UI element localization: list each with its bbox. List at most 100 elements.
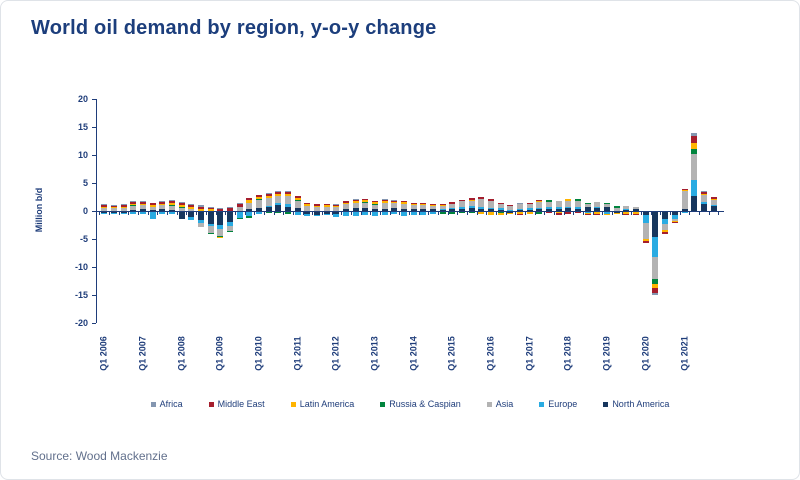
x-tick	[205, 212, 207, 215]
bar-segment	[227, 231, 233, 233]
bar-segment	[517, 213, 524, 215]
bar-segment	[314, 214, 321, 217]
bar-segment	[507, 212, 514, 213]
bar-segment	[662, 232, 669, 235]
x-tick	[408, 212, 410, 215]
legend-item-middle-east: Middle East	[208, 399, 265, 409]
y-tick	[92, 323, 96, 324]
bar-segment	[555, 212, 562, 214]
bar-segment	[584, 203, 591, 208]
bar-segment	[217, 236, 224, 238]
y-tick-label: 20	[77, 94, 88, 104]
bar-segment	[710, 205, 717, 206]
bar-segment	[710, 200, 717, 206]
bar-segment	[120, 212, 127, 214]
bar-segment	[594, 202, 601, 208]
x-tick	[486, 212, 488, 215]
bar-segment	[420, 209, 427, 211]
bar-segment	[178, 205, 185, 208]
bar-segment	[642, 212, 649, 215]
bar-segment	[246, 212, 253, 217]
bar-segment	[517, 203, 524, 204]
x-tick	[669, 212, 671, 215]
bar-segment	[159, 205, 166, 210]
bar-segment	[236, 206, 243, 211]
bar-segment	[207, 209, 214, 211]
bar-segment	[575, 212, 582, 214]
bar-segment	[565, 212, 572, 214]
bar-segment	[478, 197, 485, 200]
bar-segment	[584, 213, 591, 215]
x-tick	[370, 212, 372, 215]
bar-segment	[517, 203, 524, 209]
bar-segment	[236, 203, 243, 205]
bar-segment	[198, 222, 204, 228]
bar-segment	[604, 213, 611, 215]
bar-segment	[691, 153, 698, 180]
bar-segment	[410, 212, 417, 215]
bar-segment	[410, 202, 417, 204]
bar-segment	[565, 199, 572, 201]
bar-segment	[488, 207, 495, 210]
bar-segment	[652, 257, 659, 280]
bar-segment	[304, 214, 311, 216]
bar-segment	[691, 132, 698, 136]
bar-segment	[236, 204, 243, 207]
bar-segment	[275, 195, 282, 203]
bar-segment	[333, 214, 340, 218]
bar-segment	[662, 218, 669, 225]
legend-item-north-america: North America	[603, 399, 669, 409]
bar-segment	[149, 206, 156, 210]
bar-segment	[565, 200, 572, 207]
bar-segment	[652, 236, 659, 258]
bar-segment	[265, 193, 272, 194]
x-tick	[379, 212, 381, 215]
bar-segment	[555, 213, 562, 215]
x-axis-label: Q1 2020	[640, 336, 651, 371]
bar-segment	[584, 207, 591, 211]
bar-segment	[700, 195, 707, 203]
bar-segment	[401, 202, 408, 204]
bar-segment	[217, 212, 224, 225]
bar-segment	[275, 202, 282, 206]
bar-segment	[671, 212, 678, 216]
bar-segment	[285, 212, 292, 214]
bar-segment	[691, 143, 698, 150]
bar-segment	[130, 201, 137, 204]
bar-segment	[662, 229, 669, 233]
bar-segment	[459, 207, 466, 209]
bar-segment	[381, 199, 388, 202]
x-tick	[215, 212, 217, 215]
x-tick	[350, 212, 352, 215]
x-axis-label: Q1 2018	[562, 336, 573, 371]
x-tick	[138, 212, 140, 215]
x-tick	[447, 212, 449, 215]
bar-segment	[565, 206, 572, 209]
bar-segment	[391, 208, 398, 211]
x-tick	[718, 212, 720, 215]
x-tick	[244, 212, 246, 215]
bar-segment	[381, 199, 388, 200]
bar-segment	[507, 205, 514, 210]
bar-segment	[700, 203, 707, 211]
bar-segment	[101, 204, 108, 205]
bar-segment	[633, 213, 640, 215]
bar-segment	[604, 203, 611, 204]
bar-segment	[362, 198, 369, 201]
bar-segment	[691, 196, 698, 211]
x-tick	[582, 212, 584, 215]
bar-segment	[168, 209, 175, 211]
x-tick	[176, 212, 178, 215]
bar-segment	[671, 220, 678, 223]
x-tick	[147, 212, 149, 215]
bar-segment	[139, 203, 146, 206]
bar-segment	[130, 209, 137, 211]
bar-segment	[681, 209, 688, 211]
x-tick	[225, 212, 227, 215]
bar-segment	[207, 207, 214, 210]
x-tick	[118, 212, 120, 215]
bar-segment	[285, 195, 292, 205]
legend-label: Latin America	[299, 399, 355, 409]
bar-segment	[691, 149, 698, 154]
bar-segment	[110, 213, 117, 214]
